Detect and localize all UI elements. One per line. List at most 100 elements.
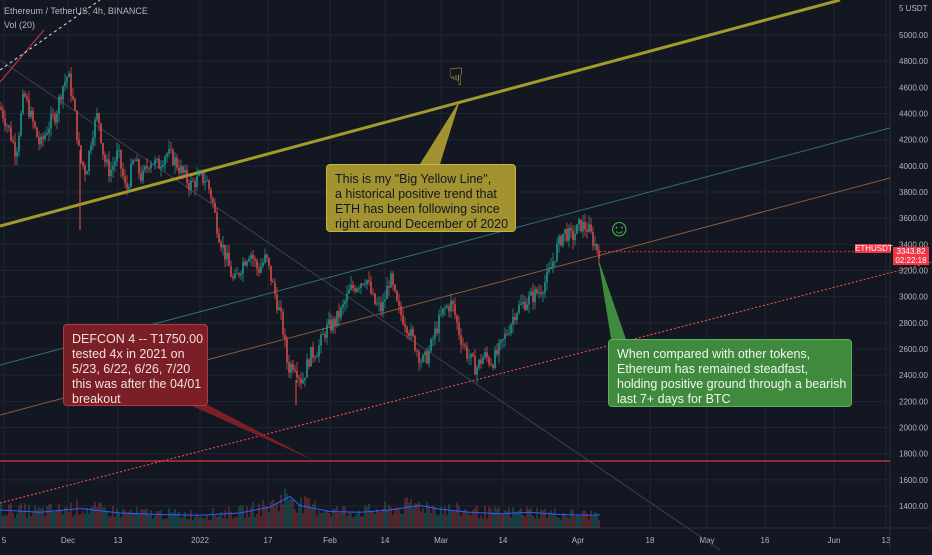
note-defcon-4[interactable]: DEFCON 4 -- T1750.00 tested 4x in 2021 o… — [63, 324, 208, 406]
volume-bar — [556, 516, 558, 528]
candle-body — [358, 287, 360, 289]
candle-body — [122, 168, 124, 177]
volume-bar — [296, 512, 298, 528]
candle-body — [504, 333, 506, 339]
trend-line-dashed — [0, 0, 101, 71]
y-tick-label: 3000.00 — [899, 293, 928, 302]
candle-body — [42, 136, 44, 139]
volume-bar — [436, 515, 438, 528]
volume-bar — [446, 515, 448, 528]
volume-bar — [118, 512, 120, 528]
candle-body — [126, 183, 128, 189]
candle-body — [528, 295, 530, 305]
volume-bar — [244, 518, 246, 528]
volume-bar — [320, 512, 322, 528]
volume-bar — [86, 507, 88, 528]
volume-bar — [496, 508, 498, 528]
volume-bar — [452, 510, 454, 528]
big-yellow-line — [0, 0, 841, 228]
volume-bar — [212, 508, 214, 528]
candle-body — [52, 114, 54, 116]
candle-body — [198, 173, 200, 176]
candle-body — [266, 254, 268, 258]
candle-body — [86, 171, 88, 175]
volume-bar — [136, 506, 138, 528]
volume-bar — [584, 510, 586, 528]
volume-bar — [160, 510, 162, 528]
candle-body — [412, 328, 414, 336]
candle-body — [154, 159, 156, 165]
candle-body — [548, 268, 550, 272]
volume-bar — [326, 511, 328, 528]
candle-body — [166, 153, 168, 157]
candle-body — [598, 250, 600, 259]
volume-bar — [364, 505, 366, 528]
candle-body — [226, 252, 228, 260]
candle-body — [382, 301, 384, 312]
volume-bar — [472, 509, 474, 528]
candle-body — [426, 351, 428, 364]
candle-body — [114, 161, 116, 166]
note-line: Ethereum has remained steadfast, — [617, 362, 809, 376]
volume-bar — [332, 508, 334, 528]
candle-body — [538, 292, 540, 294]
y-tick-label: 1800.00 — [899, 450, 928, 459]
volume-bar — [98, 502, 100, 528]
candle-body — [352, 284, 354, 289]
volume-bar — [184, 511, 186, 528]
volume-bar — [534, 518, 536, 528]
candle-body — [292, 363, 294, 370]
volume-bar — [216, 516, 218, 528]
candle-body — [16, 151, 18, 157]
volume-bar — [376, 508, 378, 528]
candle-body — [414, 335, 416, 351]
volume-bar — [442, 514, 444, 528]
volume-bar — [394, 507, 396, 528]
volume-bar — [564, 513, 566, 528]
volume-bar — [240, 505, 242, 528]
note-ethereum-steadfast[interactable]: When compared with other tokens, Ethereu… — [608, 339, 852, 407]
volume-bar — [278, 511, 280, 528]
volume-bar — [220, 512, 222, 528]
candle-body — [564, 228, 566, 234]
candle-body — [68, 73, 70, 77]
volume-bar — [112, 506, 114, 528]
volume-bar — [132, 512, 134, 528]
volume-bar — [390, 507, 392, 528]
volume-bar — [462, 510, 464, 528]
x-tick-label: 18 — [646, 536, 655, 545]
candle-body — [116, 150, 118, 162]
candle-body — [74, 98, 76, 111]
candle-body — [378, 302, 380, 304]
note-line: ETH has been following since — [335, 202, 500, 216]
candle-body — [558, 236, 560, 245]
volume-bar — [478, 518, 480, 528]
candle-body — [274, 282, 276, 295]
candle-body — [480, 359, 482, 364]
candle-body — [550, 267, 552, 269]
candle-body — [390, 273, 392, 288]
currency-label: 5 USDT — [899, 4, 928, 13]
candle-body — [222, 244, 224, 248]
volume-bar — [260, 515, 262, 528]
volume-bar — [38, 507, 40, 528]
note-big-yellow-line[interactable]: This is my "Big Yellow Line", a historic… — [326, 164, 516, 232]
volume-bar — [50, 503, 52, 528]
candle-body — [136, 159, 138, 162]
volume-bar — [158, 511, 160, 528]
candle-body — [372, 293, 374, 295]
candle-body — [340, 307, 342, 318]
volume-bar — [522, 515, 524, 528]
candle-body — [104, 154, 106, 163]
candle-body — [132, 160, 134, 164]
y-tick-label: 2800.00 — [899, 319, 928, 328]
volume-bar — [34, 505, 36, 528]
volume-bar — [348, 511, 350, 528]
candle-body — [272, 281, 274, 283]
volume-bar — [276, 502, 278, 528]
volume-bar — [214, 515, 216, 528]
volume-bar — [58, 503, 60, 528]
volume-bar — [232, 518, 234, 528]
candle-body — [530, 291, 532, 296]
